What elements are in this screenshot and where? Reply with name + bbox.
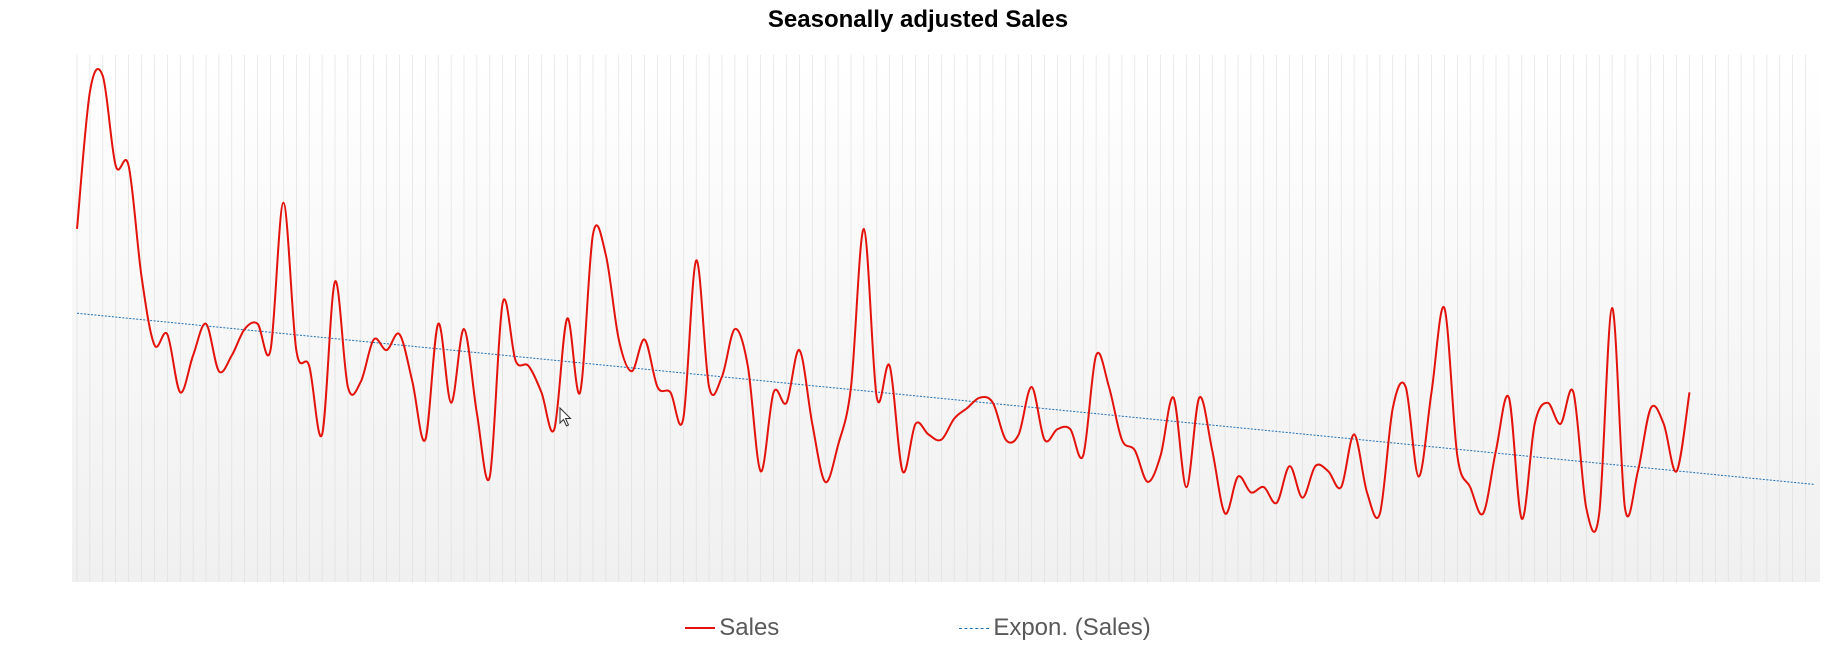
- legend-swatch-sales: [685, 627, 716, 629]
- legend: Sales Expon. (Sales): [0, 608, 1836, 648]
- legend-label-trend: Expon. (Sales): [993, 614, 1151, 641]
- legend-item-trend: Expon. (Sales): [959, 614, 1151, 642]
- legend-item-sales: Sales: [685, 614, 779, 642]
- legend-label-sales: Sales: [719, 614, 780, 641]
- series-layer: [76, 67, 1816, 533]
- series-line-sales: [76, 67, 1691, 533]
- gridlines: [76, 55, 1806, 582]
- plot-area: [72, 55, 1820, 582]
- chart-title: Seasonally adjusted Sales: [767, 6, 1069, 33]
- legend-swatch-trend: [959, 627, 990, 629]
- mouse-cursor-icon: [559, 406, 572, 427]
- trendline-expon-sales: [76, 312, 1816, 486]
